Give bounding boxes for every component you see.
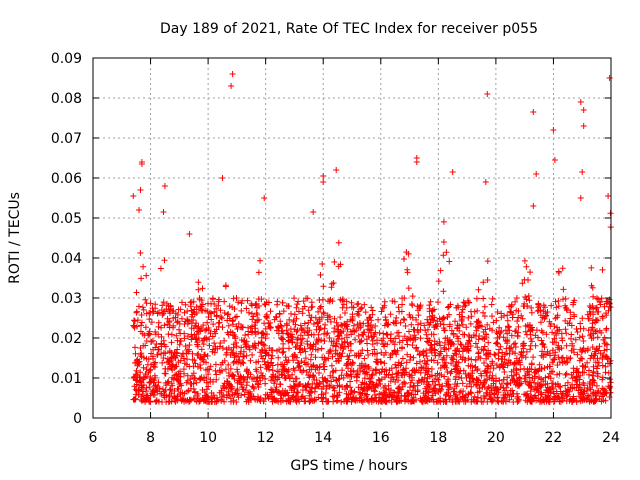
y-tick-label: 0.09 [51,51,82,67]
x-tick-label: 22 [545,430,563,446]
x-tick-label: 16 [372,430,390,446]
y-tick-label: 0.03 [51,291,82,307]
y-tick-label: 0.05 [51,211,82,227]
y-axis-label: ROTI / TECUs [7,192,23,284]
y-tick-label: 0.06 [51,171,82,187]
y-tick-label: 0.02 [51,331,82,347]
x-tick-label: 18 [429,430,447,446]
axis-ticks [92,57,612,419]
x-tick-label: 8 [146,430,155,446]
x-tick-labels: 6 8 10 12 14 16 18 20 22 24 [89,430,620,446]
x-tick-label: 20 [487,430,505,446]
y-tick-labels: 0 0.01 0.02 0.03 0.04 0.05 0.06 0.07 0.08 0.09 [51,51,82,427]
x-tick-label: 6 [89,430,98,446]
x-tick-label: 10 [199,430,217,446]
y-tick-label: 0.07 [51,131,82,147]
data-markers [130,71,614,405]
y-tick-label: 0 [73,411,82,427]
plot-frame [92,57,612,419]
x-tick-label: 14 [314,430,332,446]
roti-marker-path [130,71,614,405]
x-tick-label: 12 [257,430,275,446]
y-tick-label: 0.04 [51,251,82,267]
x-tick-label: 24 [602,430,620,446]
y-tick-label: 0.01 [51,371,82,387]
x-axis-label: GPS time / hours [290,458,407,474]
chart-title: Day 189 of 2021, Rate Of TEC Index for r… [160,21,538,37]
y-tick-label: 0.08 [51,91,82,107]
